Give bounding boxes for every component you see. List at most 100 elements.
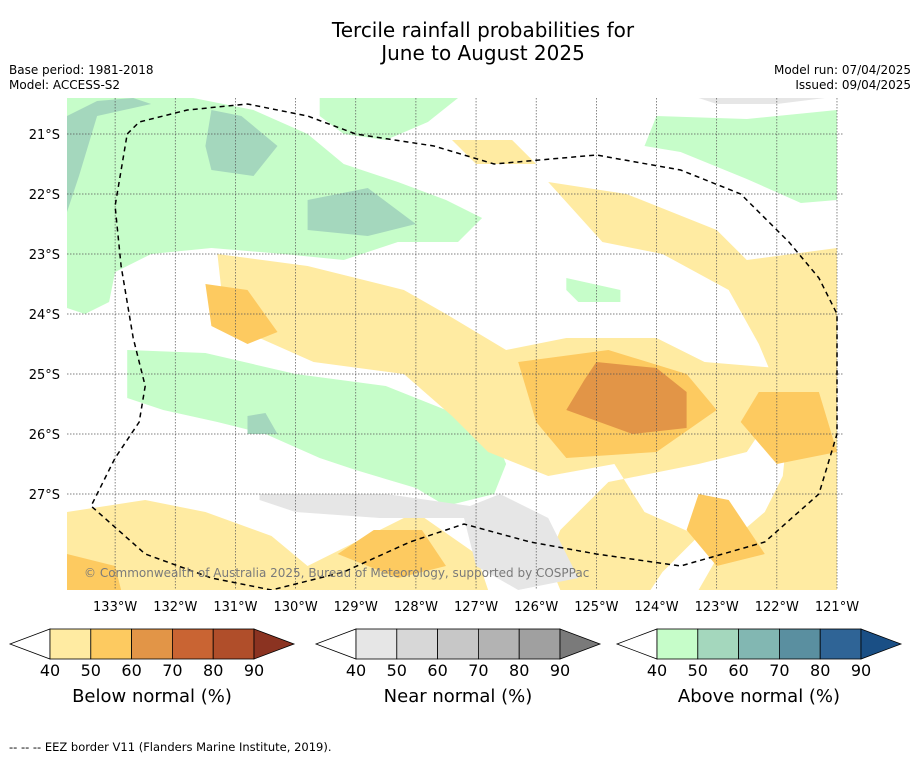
- near-normal-region-40: [259, 494, 579, 590]
- colorbar-tick-label: 50: [688, 661, 708, 680]
- above-normal-region-40: [319, 98, 458, 140]
- x-tick-label: 131°W: [213, 600, 257, 615]
- above-normal-region-40: [566, 278, 621, 302]
- x-tick-label: 125°W: [574, 600, 618, 615]
- colorbar-segment: [779, 628, 821, 660]
- colorbar-tick-label: 60: [121, 661, 141, 680]
- title-line-1: Tercile rainfall probabilities for: [331, 18, 635, 42]
- colorbar-tick-label: 90: [851, 661, 871, 680]
- issued-date: Issued: 09/04/2025: [795, 78, 911, 92]
- y-tick-label: 21°S: [29, 128, 60, 143]
- below-normal-region-40: [217, 254, 801, 590]
- colorbar-tick-label: 60: [427, 661, 447, 680]
- below-normal-region-40: [548, 182, 837, 590]
- y-tick-label: 23°S: [29, 248, 60, 263]
- meta-right: Model run: 07/04/2025 Issued: 09/04/2025: [774, 63, 911, 93]
- colorbar-below: 40 50 60 70 80 90: [8, 628, 296, 680]
- x-tick-labels: 133°W 132°W 131°W 130°W 129°W 128°W 127°W 126°W…: [93, 600, 859, 615]
- base-period: Base period: 1981-2018: [9, 63, 154, 77]
- colorbar-max-extend: [253, 628, 296, 660]
- below-normal-region-50: [740, 392, 837, 464]
- x-tick-label: 124°W: [634, 600, 678, 615]
- colorbar-tick-label: 90: [244, 661, 264, 680]
- above-normal-region-40: [127, 350, 507, 506]
- colorbar-segment: [396, 628, 438, 660]
- colorbar-tick-label: 70: [769, 661, 789, 680]
- y-tick-label: 26°S: [29, 428, 60, 443]
- x-tick-label: 126°W: [514, 600, 558, 615]
- x-tick-label: 127°W: [454, 600, 498, 615]
- model-name: Model: ACCESS-S2: [9, 78, 121, 92]
- x-tick-label: 132°W: [153, 600, 197, 615]
- colorbar-segment: [212, 628, 255, 660]
- meta-left: Base period: 1981-2018 Model: ACCESS-S2: [9, 63, 154, 93]
- colorbar-segment: [355, 628, 398, 660]
- below-normal-region-50: [67, 554, 122, 590]
- y-tick-label: 24°S: [29, 308, 60, 323]
- colorbar-above: 40 50 60 70 80 90: [615, 628, 903, 680]
- chart-title: Tercile rainfall probabilities for June …: [0, 19, 919, 65]
- below-normal-region-40: [452, 140, 537, 164]
- below-normal-region-50: [337, 530, 446, 578]
- colorbar-tick-label: 40: [647, 661, 667, 680]
- colorbar-label-near: Near normal (%): [383, 686, 533, 707]
- eez-border-line: [90, 103, 838, 590]
- x-tick-label: 129°W: [334, 600, 378, 615]
- above-normal-region-40: [67, 98, 483, 314]
- colorbar-segment: [90, 628, 133, 660]
- colorbar-tick-label: 60: [728, 661, 748, 680]
- colorbar-near: 40 50 60 70 80 90: [314, 628, 602, 680]
- colorbar-tick-label: 70: [162, 661, 182, 680]
- above-normal-region-50: [247, 413, 278, 434]
- y-tick-label: 27°S: [29, 488, 60, 503]
- colorbar-segment: [819, 628, 862, 660]
- near-normal-region-40: [698, 98, 825, 104]
- above-normal-region-50: [307, 188, 416, 236]
- colorbar-max-extend: [559, 628, 602, 660]
- colorbar-tick-label: 70: [468, 661, 488, 680]
- colorbar-segment: [477, 628, 520, 660]
- colorbar-min-extend: [314, 628, 357, 660]
- above-normal-region-50: [67, 98, 152, 212]
- colorbar-segment: [49, 628, 92, 660]
- colorbar-tick-label: 50: [81, 661, 101, 680]
- colorbar-segment: [171, 628, 214, 660]
- colorbar-tick-label: 80: [810, 661, 830, 680]
- colorbar-max-extend: [860, 628, 903, 660]
- colorbar-min-extend: [8, 628, 51, 660]
- colorbar-tick-label: 80: [509, 661, 529, 680]
- colorbar-segment: [656, 628, 699, 660]
- y-tick-label: 22°S: [29, 188, 60, 203]
- eez-footnote: -- -- -- EEZ border V11 (Flanders Marine…: [9, 740, 332, 754]
- colorbar-segment: [697, 628, 739, 660]
- colorbar-tick-label: 80: [203, 661, 223, 680]
- x-tick-label: 128°W: [394, 600, 438, 615]
- x-tick-label: 122°W: [755, 600, 799, 615]
- colorbar-label-below: Below normal (%): [72, 686, 232, 707]
- colorbar-tick-label: 40: [346, 661, 366, 680]
- x-tick-label: 121°W: [815, 600, 859, 615]
- y-tick-label: 25°S: [29, 368, 60, 383]
- model-run: Model run: 07/04/2025: [773, 63, 911, 77]
- colorbar-tick-label: 50: [387, 661, 407, 680]
- colorbar-min-extend: [615, 628, 658, 660]
- colorbar-segment: [437, 628, 479, 660]
- title-line-2: June to August 2025: [381, 41, 585, 65]
- y-tick-labels: 21°S 22°S 23°S 24°S 25°S 26°S 27°S: [29, 128, 60, 503]
- colorbar-segment: [738, 628, 780, 660]
- colorbars: 40 50 60 70 80 90 40 50 60 70 80 90 40 50 60 70 80 90: [8, 628, 903, 680]
- above-normal-region-50: [205, 110, 278, 176]
- colorbar-tick-label: 40: [40, 661, 60, 680]
- x-tick-label: 133°W: [93, 600, 137, 615]
- x-tick-label: 123°W: [695, 600, 739, 615]
- colorbar-tick-label: 90: [550, 661, 570, 680]
- eez-border: [90, 103, 838, 590]
- x-tick-label: 130°W: [274, 600, 318, 615]
- colorbar-segment: [131, 628, 173, 660]
- colorbar-label-above: Above normal (%): [677, 686, 841, 707]
- copyright-text: © Commonwealth of Australia 2025, Bureau…: [84, 566, 589, 580]
- colorbar-segment: [518, 628, 561, 660]
- gridlines: [67, 98, 843, 590]
- probability-regions: [67, 98, 843, 590]
